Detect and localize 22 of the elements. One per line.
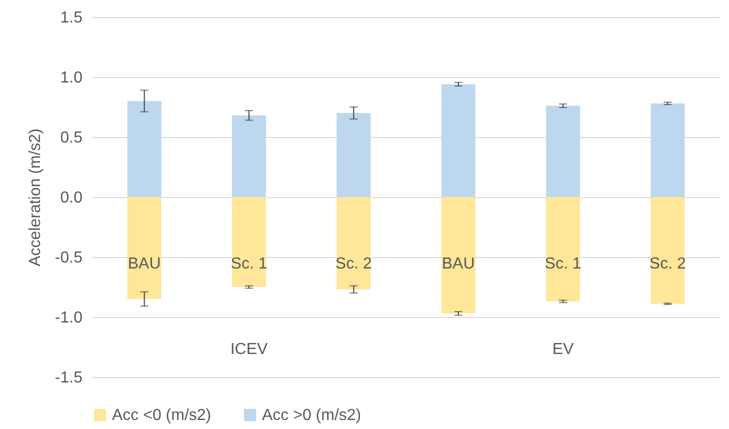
y-tick-label: -1.5 [54, 370, 83, 386]
y-tick-label: 1.5 [60, 10, 83, 26]
legend-label: Acc <0 (m/s2) [112, 407, 212, 424]
annotation: EV [552, 341, 574, 358]
bar [127, 101, 162, 197]
bar [441, 197, 476, 314]
x-tick-label: BAU [128, 256, 161, 272]
bar [441, 84, 476, 197]
bar [650, 103, 685, 197]
y-axis-title: Acceleration (m/s2) [26, 128, 44, 266]
y-tick-label: 1.0 [60, 70, 83, 86]
y-tick-label: 0.0 [60, 190, 83, 206]
bar [232, 115, 266, 197]
legend-label: Acc >0 (m/s2) [262, 407, 362, 424]
bar [127, 197, 162, 299]
y-tick-label: -0.5 [54, 250, 83, 266]
annotation: ICEV [230, 341, 268, 358]
y-tick-label: 0.5 [60, 130, 83, 146]
bar [546, 106, 580, 197]
y-tick-label: -1.0 [54, 310, 83, 326]
bar [336, 113, 371, 197]
x-tick-label: BAU [442, 256, 475, 272]
